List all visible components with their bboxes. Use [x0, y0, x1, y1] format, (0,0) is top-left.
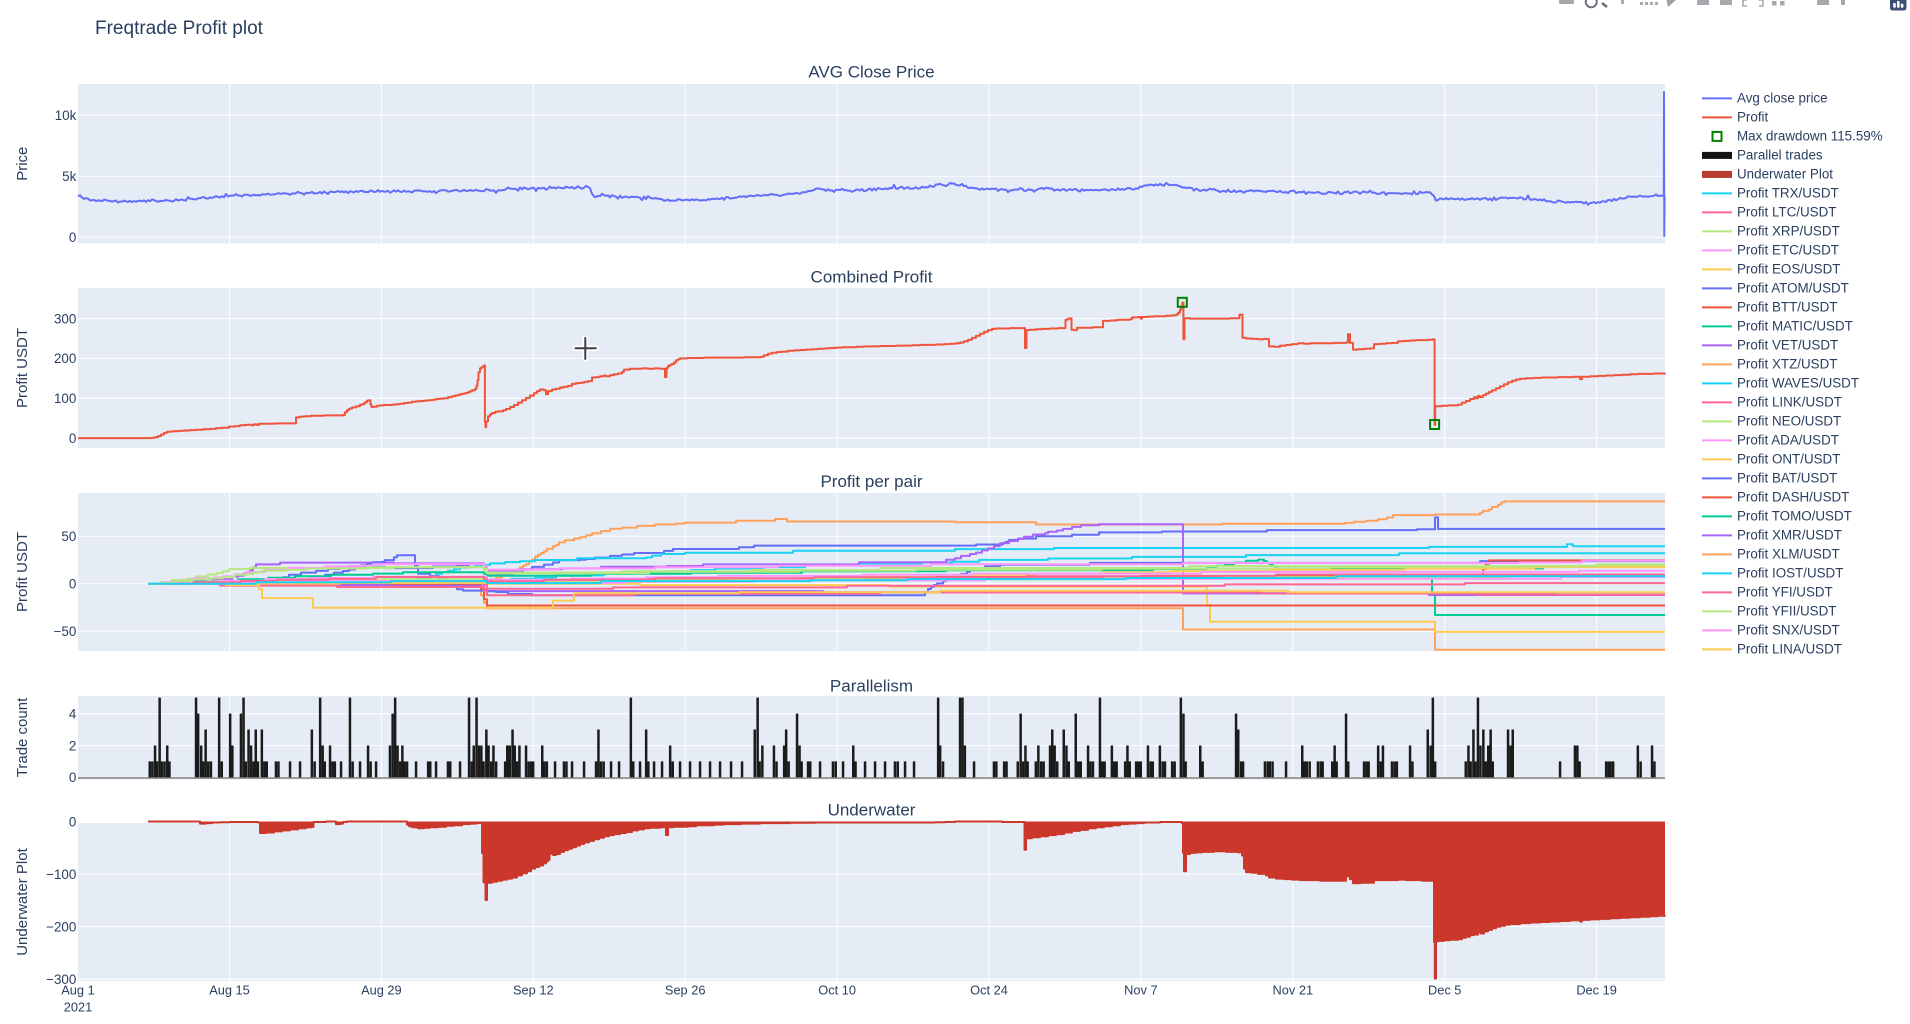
svg-text:Oct 24: Oct 24: [970, 983, 1008, 998]
svg-text:Parallelism: Parallelism: [830, 677, 913, 696]
svg-text:0: 0: [69, 577, 76, 592]
svg-text:Profit XRP/USDT: Profit XRP/USDT: [1737, 224, 1840, 239]
svg-text:Profit YFII/USDT: Profit YFII/USDT: [1737, 604, 1836, 619]
svg-text:Profit XLM/USDT: Profit XLM/USDT: [1737, 547, 1840, 562]
svg-text:300: 300: [54, 311, 76, 326]
svg-text:Max drawdown 115.59%: Max drawdown 115.59%: [1737, 129, 1883, 144]
svg-text:Profit TRX/USDT: Profit TRX/USDT: [1737, 186, 1839, 201]
svg-text:2021: 2021: [64, 1000, 92, 1015]
svg-text:4: 4: [69, 707, 77, 722]
svg-text:100: 100: [54, 391, 76, 406]
svg-text:Profit LINA/USDT: Profit LINA/USDT: [1737, 642, 1842, 657]
svg-text:Underwater Plot: Underwater Plot: [1737, 167, 1833, 182]
svg-text:Profit LINK/USDT: Profit LINK/USDT: [1737, 395, 1842, 410]
svg-text:2: 2: [69, 738, 76, 753]
svg-text:AVG Close Price: AVG Close Price: [808, 63, 934, 82]
svg-text:Dec 5: Dec 5: [1428, 983, 1461, 998]
svg-text:10k: 10k: [55, 108, 77, 123]
svg-text:Parallel trades: Parallel trades: [1737, 148, 1823, 163]
svg-text:Profit VET/USDT: Profit VET/USDT: [1737, 338, 1838, 353]
svg-text:Profit ONT/USDT: Profit ONT/USDT: [1737, 452, 1840, 467]
svg-text:Underwater Plot: Underwater Plot: [14, 847, 31, 955]
svg-text:Avg close price: Avg close price: [1737, 91, 1828, 106]
svg-text:Profit MATIC/USDT: Profit MATIC/USDT: [1737, 319, 1853, 334]
svg-text:Profit IOST/USDT: Profit IOST/USDT: [1737, 566, 1843, 581]
svg-text:0: 0: [69, 814, 76, 829]
svg-text:Profit DASH/USDT: Profit DASH/USDT: [1737, 490, 1849, 505]
svg-text:−100: −100: [46, 867, 76, 882]
svg-text:Combined Profit: Combined Profit: [811, 268, 933, 287]
svg-text:Profit XMR/USDT: Profit XMR/USDT: [1737, 528, 1842, 543]
svg-text:Profit USDT: Profit USDT: [14, 532, 31, 612]
svg-text:Profit ATOM/USDT: Profit ATOM/USDT: [1737, 281, 1849, 296]
svg-text:−300: −300: [46, 972, 76, 987]
svg-text:Profit WAVES/USDT: Profit WAVES/USDT: [1737, 376, 1859, 391]
svg-text:Aug 29: Aug 29: [361, 983, 402, 998]
svg-text:Underwater: Underwater: [828, 801, 916, 820]
svg-text:Profit USDT: Profit USDT: [14, 328, 31, 408]
svg-text:Profit BAT/USDT: Profit BAT/USDT: [1737, 471, 1837, 486]
svg-text:50: 50: [61, 529, 76, 544]
svg-text:Oct 10: Oct 10: [818, 983, 856, 998]
svg-text:200: 200: [54, 351, 76, 366]
svg-text:Profit ADA/USDT: Profit ADA/USDT: [1737, 433, 1839, 448]
svg-text:0: 0: [69, 770, 76, 785]
svg-text:Profit TOMO/USDT: Profit TOMO/USDT: [1737, 509, 1852, 524]
svg-text:−200: −200: [46, 919, 76, 934]
svg-text:Profit EOS/USDT: Profit EOS/USDT: [1737, 262, 1840, 277]
svg-text:Profit LTC/USDT: Profit LTC/USDT: [1737, 205, 1836, 220]
svg-text:0: 0: [69, 230, 76, 245]
svg-text:Profit: Profit: [1737, 110, 1769, 125]
svg-text:−50: −50: [54, 624, 77, 639]
svg-text:Nov 21: Nov 21: [1273, 983, 1314, 998]
svg-text:Aug 1: Aug 1: [61, 983, 94, 998]
svg-text:Profit NEO/USDT: Profit NEO/USDT: [1737, 414, 1841, 429]
svg-text:Profit XTZ/USDT: Profit XTZ/USDT: [1737, 357, 1837, 372]
svg-text:Profit YFI/USDT: Profit YFI/USDT: [1737, 585, 1833, 600]
svg-text:Freqtrade Profit plot: Freqtrade Profit plot: [95, 18, 264, 39]
svg-text:Nov 7: Nov 7: [1124, 983, 1157, 998]
svg-text:Profit SNX/USDT: Profit SNX/USDT: [1737, 623, 1840, 638]
svg-text:Price: Price: [14, 147, 31, 181]
svg-text:0: 0: [69, 431, 76, 446]
svg-text:Sep 26: Sep 26: [665, 983, 706, 998]
svg-text:5k: 5k: [62, 169, 76, 184]
svg-text:Profit BTT/USDT: Profit BTT/USDT: [1737, 300, 1837, 315]
svg-text:Profit ETC/USDT: Profit ETC/USDT: [1737, 243, 1839, 258]
svg-text:Profit per pair: Profit per pair: [820, 472, 922, 491]
svg-text:Sep 12: Sep 12: [513, 983, 554, 998]
svg-text:Aug 15: Aug 15: [209, 983, 250, 998]
svg-text:Dec 19: Dec 19: [1576, 983, 1617, 998]
svg-text:Trade count: Trade count: [14, 697, 31, 777]
